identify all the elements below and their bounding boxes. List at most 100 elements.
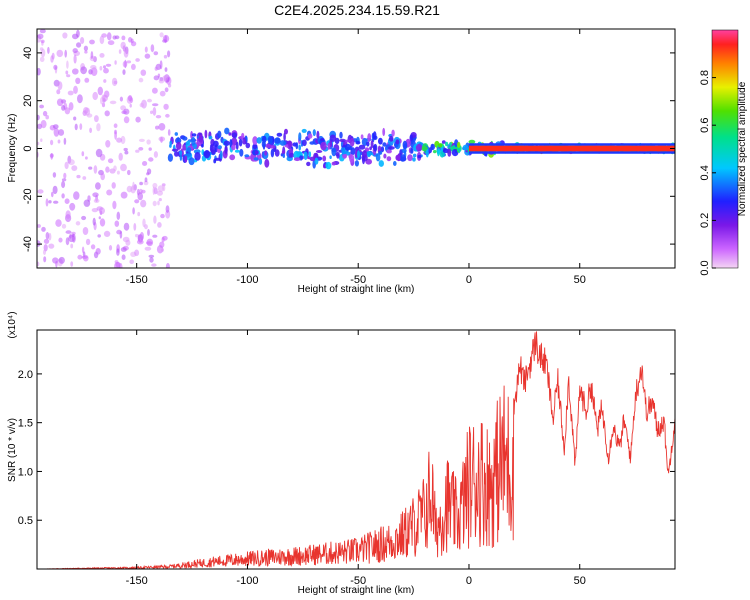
spectrogram-cell bbox=[64, 107, 71, 115]
spectrogram-cell bbox=[56, 89, 61, 95]
spectrogram-cell bbox=[137, 211, 141, 217]
spectrogram-x-tick-label: -100 bbox=[236, 274, 258, 286]
spectrogram-cell bbox=[224, 145, 228, 154]
spectrogram-cell bbox=[83, 199, 91, 207]
spectrogram-cell bbox=[157, 200, 160, 206]
spectrogram-y-tick-label: -20 bbox=[22, 188, 34, 204]
spectrogram-cell bbox=[66, 74, 71, 78]
spectrogram-cell bbox=[37, 261, 40, 267]
spectrogram-carrier-edge bbox=[468, 151, 675, 154]
spectrogram-cell bbox=[95, 148, 103, 158]
spectrogram-cell bbox=[48, 200, 52, 204]
colorbar-tick-label: 0.4 bbox=[699, 165, 711, 180]
spectrogram-cell bbox=[161, 248, 164, 252]
colorbar-tick-label: 0.2 bbox=[699, 213, 711, 228]
spectrogram-cell bbox=[258, 158, 263, 165]
spectrogram-cell bbox=[99, 53, 105, 58]
spectrogram-cell bbox=[90, 244, 96, 250]
spectrogram-cell bbox=[37, 114, 40, 121]
spectrogram-cell bbox=[39, 104, 44, 109]
colorbar-label: Normalized spectral amplitude bbox=[737, 81, 748, 216]
spectrogram-cell bbox=[229, 154, 236, 161]
spectrogram-cell bbox=[155, 115, 162, 119]
spectrogram-cell bbox=[264, 150, 268, 156]
spectrogram-carrier-edge bbox=[468, 143, 675, 146]
spectrogram-cell bbox=[64, 161, 69, 170]
colorbar-gradient bbox=[711, 29, 739, 269]
spectrogram-cell bbox=[153, 51, 159, 56]
spectrogram-cell bbox=[159, 60, 163, 70]
snr-series-line bbox=[37, 331, 675, 569]
spectrogram-cell bbox=[134, 249, 140, 257]
spectrogram-cell bbox=[312, 129, 316, 137]
spectrogram-cell bbox=[116, 211, 121, 220]
figure-title: C2E4.2025.234.15.59.R21 bbox=[274, 2, 440, 18]
spectrogram-cell bbox=[120, 191, 128, 199]
spectrogram-cell bbox=[395, 154, 401, 161]
spectrogram-cell bbox=[105, 166, 110, 173]
spectrogram-cell bbox=[84, 50, 88, 54]
spectrogram-cell bbox=[99, 35, 105, 45]
colorbar-tick-label: 0.0 bbox=[699, 260, 711, 275]
spectrogram-cell bbox=[104, 110, 110, 117]
spectrogram-cell bbox=[182, 136, 188, 141]
spectrogram-cell bbox=[72, 48, 78, 54]
spectrogram-cell bbox=[357, 150, 360, 159]
spectrogram-cell bbox=[73, 54, 77, 64]
spectrogram-x-label: Height of straight line (km) bbox=[298, 284, 415, 295]
spectrogram-cell bbox=[399, 154, 406, 162]
spectrogram-cell bbox=[308, 151, 312, 158]
spectrogram-cell bbox=[53, 128, 60, 137]
spectrogram-cell bbox=[89, 127, 92, 133]
spectrogram-cell bbox=[283, 132, 286, 142]
spectrogram-cell bbox=[45, 115, 49, 120]
spectrogram-cell bbox=[163, 103, 169, 110]
spectrogram-cell bbox=[163, 54, 168, 59]
spectrogram-cell bbox=[386, 149, 392, 154]
spectrogram-cell bbox=[80, 37, 85, 44]
spectrogram-cell bbox=[165, 205, 170, 213]
spectrogram-cell bbox=[274, 137, 281, 144]
spectrogram-cell bbox=[298, 144, 302, 151]
spectrogram-cell bbox=[224, 127, 230, 135]
spectrogram-cell bbox=[301, 128, 307, 133]
spectrogram-cell bbox=[378, 160, 384, 167]
spectrogram-cell bbox=[245, 142, 251, 149]
spectrogram-cell bbox=[144, 46, 148, 53]
spectrogram-cell bbox=[382, 142, 387, 147]
spectrogram-cell bbox=[171, 148, 179, 152]
spectrogram-cell bbox=[53, 64, 58, 70]
snr-x-label: Height of straight line (km) bbox=[298, 585, 415, 596]
spectrogram-cell bbox=[103, 65, 106, 69]
spectrogram-cell bbox=[179, 150, 183, 156]
spectrogram-cell bbox=[71, 231, 76, 235]
spectrogram-cell bbox=[264, 158, 270, 168]
spectrogram-cell bbox=[138, 77, 144, 83]
snr-y-label: SNR (10 * v/v) bbox=[7, 418, 18, 482]
spectrogram-cell bbox=[331, 147, 337, 157]
spectrogram-y-tick-label: 40 bbox=[22, 47, 34, 59]
spectrogram-cell bbox=[148, 147, 152, 151]
spectrogram-cell bbox=[282, 153, 285, 158]
spectrogram-cell bbox=[158, 136, 166, 142]
spectrogram-cell bbox=[327, 142, 331, 150]
spectrogram-cell bbox=[316, 130, 320, 139]
spectrogram-cell bbox=[164, 87, 169, 93]
spectrogram-cell bbox=[83, 254, 89, 262]
snr-x-ticks: -150 -100 -50 0 50 bbox=[126, 330, 586, 587]
spectrogram-x-tick-label: 0 bbox=[466, 274, 472, 286]
spectrogram-cell bbox=[52, 257, 59, 264]
spectrogram-cell bbox=[256, 137, 263, 144]
snr-marks bbox=[37, 331, 675, 569]
spectrogram-cell bbox=[167, 50, 171, 58]
spectrogram-cell bbox=[186, 147, 192, 153]
spectrogram-cell bbox=[142, 218, 146, 228]
spectrogram-cell bbox=[62, 32, 68, 39]
spectrogram-cell bbox=[103, 230, 111, 237]
spectrogram-cell bbox=[91, 67, 98, 76]
spectrogram-cell bbox=[90, 65, 97, 70]
spectrogram-cell bbox=[45, 232, 50, 240]
spectrogram-cell bbox=[231, 137, 238, 146]
spectrogram-cell bbox=[217, 130, 222, 139]
spectrogram-cell bbox=[75, 221, 81, 226]
